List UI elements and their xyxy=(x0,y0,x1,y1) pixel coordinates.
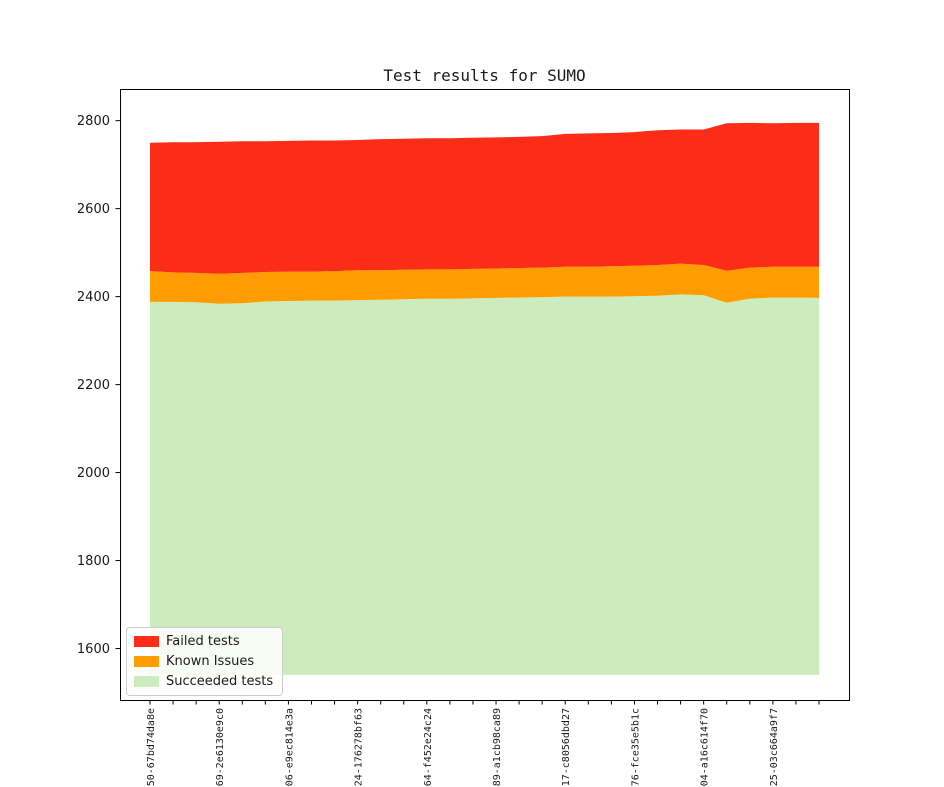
legend-swatch-succeeded-tests xyxy=(134,676,159,687)
x-tick-label: 06-e9ec814e3a xyxy=(284,708,295,786)
y-tick-label: 2000 xyxy=(77,466,110,481)
y-tick-label: 2800 xyxy=(77,114,110,129)
x-tick-label: 50-67bd74da8e xyxy=(146,708,157,786)
x-tick-label: 17-c8056dbd27 xyxy=(561,708,572,786)
legend-entry-failed: Failed tests xyxy=(134,634,273,649)
area-succeeded-tests xyxy=(150,294,819,675)
legend-entry-succeeded: Succeeded tests xyxy=(134,674,273,689)
x-tick-label: 04-a16c614f70 xyxy=(700,708,711,786)
x-tick-label: 69-2e6130e9c0 xyxy=(215,708,226,786)
x-tick-label: 24-176278bf63 xyxy=(354,708,365,786)
legend-label-failed-tests: Failed tests xyxy=(166,634,240,649)
x-tick-label: 64-f452e24c24 xyxy=(423,708,434,786)
legend-label-known-issues: Known Issues xyxy=(166,654,255,669)
x-tick-label: 76-fce35e5b1c xyxy=(630,708,641,786)
legend-swatch-failed-tests xyxy=(134,636,159,647)
legend-entry-known: Known Issues xyxy=(134,654,273,669)
chart-title: Test results for SUMO xyxy=(383,66,586,85)
x-tick-label: 89-a1cb98ca89 xyxy=(492,708,503,786)
y-tick-label: 2400 xyxy=(77,290,110,305)
legend-label-succeeded-tests: Succeeded tests xyxy=(166,674,274,689)
y-tick-label: 2600 xyxy=(77,202,110,217)
legend-swatch-known-issues xyxy=(134,656,159,667)
x-tick-label: 25-03c664a9f7 xyxy=(769,708,780,786)
area-failed-tests xyxy=(150,122,819,274)
plot-border xyxy=(120,89,850,701)
area-known-issues xyxy=(150,263,819,304)
legend: Failed tests Known Issues Succeeded test… xyxy=(126,627,284,696)
y-tick-label: 1800 xyxy=(77,554,110,569)
y-tick-label: 1600 xyxy=(77,642,110,657)
y-tick-label: 2200 xyxy=(77,378,110,393)
